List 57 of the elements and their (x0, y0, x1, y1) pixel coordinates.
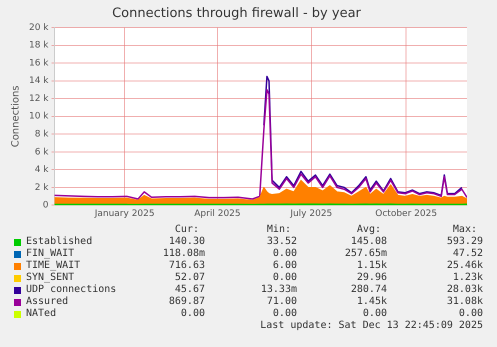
text: 0.00 (272, 308, 297, 320)
text: 1.15k (356, 260, 387, 272)
chart-title: Connections through firewall - by year (112, 6, 362, 22)
y-tick-label: 12 k (28, 94, 50, 104)
text: 6.00 (272, 260, 297, 272)
text: 593.29 (446, 236, 483, 248)
text: 0.00 (362, 308, 387, 320)
text: 45.67 (174, 284, 205, 296)
text: 145.08 (350, 236, 387, 248)
text: Cur: (174, 224, 199, 236)
y-tick-label: 4 k (34, 165, 50, 176)
text: 0.00 (180, 308, 205, 320)
text: 13.33m (260, 284, 297, 296)
y-tick-label: 18 k (28, 40, 50, 51)
text: 118.08m (162, 248, 205, 260)
text: 47.52 (452, 248, 483, 260)
text: 1.45k (356, 296, 387, 308)
text: 280.74 (350, 284, 387, 296)
y-tick-label: 6 k (34, 147, 50, 158)
legend-label: UDP connections (26, 284, 116, 296)
text: Max: (452, 224, 477, 236)
x-tick-label: January 2025 (94, 208, 155, 219)
text: 33.52 (266, 236, 297, 248)
text: 1.23k (452, 272, 483, 284)
text: 140.30 (168, 236, 205, 248)
x-tick-label: October 2025 (375, 208, 438, 219)
text: 28.03k (446, 284, 483, 296)
y-tick-label: 14 k (28, 76, 50, 86)
legend-label: FIN_WAIT (26, 248, 74, 260)
text: Min: (266, 224, 291, 236)
y-tick-label: 20 k (28, 22, 50, 33)
y-axis-title: Connections (10, 86, 22, 148)
x-tick-label: July 2025 (289, 208, 332, 219)
text: 71.00 (266, 296, 297, 308)
text: 257.65m (344, 248, 387, 260)
legend-label: Established (26, 236, 92, 248)
text: Last update: Sat Dec 13 22:45:09 2025 (260, 320, 483, 332)
text: 0.00 (458, 308, 483, 320)
text: 25.46k (446, 260, 483, 272)
text: 0.00 (272, 248, 297, 260)
y-tick-label: 8 k (34, 130, 50, 140)
legend-label: Assured (26, 296, 68, 308)
text: 716.63 (168, 260, 205, 272)
legend-label: TIME_WAIT (26, 260, 80, 272)
text: 31.08k (446, 296, 483, 308)
text: 29.96 (356, 272, 387, 284)
text: Avg: (356, 224, 381, 236)
y-tick-label: 10 k (28, 112, 50, 122)
y-tick-label: 2 k (34, 182, 50, 193)
y-tick-label: 0 (42, 200, 49, 211)
text: 52.07 (174, 272, 205, 284)
y-tick-label: 16 k (28, 58, 50, 68)
x-tick-label: April 2025 (194, 208, 241, 219)
text: 0.00 (272, 272, 297, 284)
text: 869.87 (168, 296, 205, 308)
legend-label: SYN_SENT (26, 272, 74, 284)
legend-label: NATed (26, 308, 56, 320)
